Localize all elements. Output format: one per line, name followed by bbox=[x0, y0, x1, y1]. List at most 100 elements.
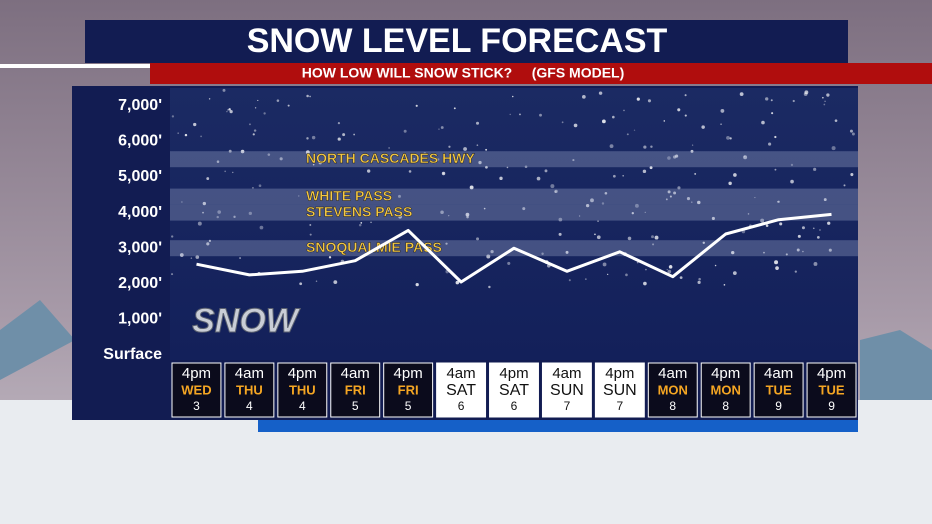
snowflake bbox=[179, 253, 184, 257]
snowflake bbox=[691, 201, 693, 203]
x-tick-date: 4 bbox=[246, 399, 253, 413]
snowflake bbox=[743, 155, 748, 160]
x-tick-day: TUE bbox=[819, 382, 845, 397]
snowflake bbox=[774, 168, 777, 171]
snowflake bbox=[309, 224, 312, 226]
snowflake bbox=[812, 227, 815, 230]
category-box bbox=[489, 362, 539, 418]
y-tick-label: Surface bbox=[103, 346, 162, 363]
snowflake bbox=[626, 133, 629, 136]
snowflake bbox=[469, 185, 474, 190]
snowflake bbox=[777, 200, 779, 203]
snowflake bbox=[677, 186, 681, 190]
snowflake bbox=[544, 169, 548, 173]
snowflake bbox=[465, 212, 470, 217]
snowflake bbox=[702, 241, 705, 244]
accent-line bbox=[0, 64, 150, 68]
snowflake bbox=[792, 99, 795, 103]
snowflake bbox=[790, 163, 794, 166]
snowflake bbox=[729, 137, 732, 140]
snowflake bbox=[195, 255, 200, 259]
snowflake bbox=[259, 225, 264, 230]
snowflake bbox=[448, 214, 450, 217]
snowflake bbox=[415, 104, 418, 107]
snowflake bbox=[684, 94, 687, 97]
snowflake bbox=[485, 148, 488, 151]
snowflake bbox=[177, 132, 179, 134]
snowflake bbox=[437, 158, 440, 161]
snowflake bbox=[476, 237, 480, 241]
x-tick-date: 5 bbox=[405, 399, 412, 413]
snowflake bbox=[598, 91, 603, 95]
snowflake bbox=[747, 213, 750, 215]
snowflake bbox=[485, 165, 488, 169]
snowflake bbox=[691, 144, 694, 146]
snowflake bbox=[216, 215, 219, 219]
snowflake bbox=[466, 215, 469, 219]
snowflake bbox=[287, 104, 290, 107]
snowflake bbox=[328, 256, 332, 259]
snowflake bbox=[475, 121, 480, 125]
snowflake bbox=[720, 109, 725, 113]
reference-label: STEVENS PASS bbox=[306, 203, 412, 219]
category-box bbox=[806, 362, 857, 418]
snowflake bbox=[539, 113, 542, 117]
snowflake bbox=[827, 221, 831, 225]
snowflake bbox=[366, 169, 371, 173]
reference-band bbox=[170, 204, 858, 221]
snowflake bbox=[171, 235, 174, 238]
watermark: SNOW bbox=[192, 302, 301, 340]
snowflake bbox=[228, 108, 231, 111]
snowflake bbox=[765, 97, 769, 101]
snowflake bbox=[622, 175, 624, 177]
snowflake bbox=[771, 112, 774, 115]
snowflake bbox=[279, 157, 283, 161]
snowfall bbox=[171, 88, 855, 289]
snowflake bbox=[360, 221, 363, 224]
x-tick-day: THU bbox=[236, 382, 263, 397]
category-box bbox=[383, 362, 434, 418]
snowflake bbox=[565, 250, 569, 254]
snowflake bbox=[761, 120, 765, 125]
snowflake bbox=[248, 211, 252, 215]
x-tick-day: SUN bbox=[603, 382, 637, 399]
snowflake bbox=[224, 170, 226, 173]
snowflake bbox=[803, 92, 808, 96]
snowflake bbox=[445, 242, 448, 245]
snowflake bbox=[760, 218, 765, 223]
snowflake bbox=[651, 235, 654, 239]
category-box bbox=[171, 362, 222, 418]
snowflake bbox=[763, 251, 765, 254]
snowflake bbox=[558, 217, 563, 222]
snowflake bbox=[258, 184, 262, 188]
snowflake bbox=[625, 273, 628, 277]
subtitle-banner bbox=[150, 63, 932, 84]
snowflake bbox=[645, 268, 647, 271]
snowflake bbox=[649, 166, 653, 170]
snowflake bbox=[408, 170, 412, 173]
snowflake bbox=[423, 151, 426, 155]
x-tick-label: 4am bbox=[552, 365, 581, 382]
snowflake bbox=[448, 145, 451, 148]
snowflake bbox=[337, 137, 341, 141]
snowflake bbox=[257, 99, 259, 102]
snowflake bbox=[499, 176, 503, 181]
snowflake bbox=[353, 133, 356, 136]
x-tick-date: 3 bbox=[193, 399, 200, 413]
snowflake bbox=[851, 132, 855, 136]
snowflake bbox=[440, 126, 444, 129]
snowflake bbox=[488, 285, 491, 289]
x-tick-label: 4am bbox=[341, 365, 370, 382]
snowflake bbox=[582, 94, 586, 99]
snowflake bbox=[601, 119, 606, 124]
snowflake bbox=[453, 107, 456, 110]
reference-label: SNOQUALMIE PASS bbox=[306, 239, 442, 255]
snowflake bbox=[650, 145, 653, 148]
snowflake bbox=[370, 221, 372, 224]
snowflake bbox=[312, 163, 315, 166]
snowflake bbox=[315, 280, 318, 283]
snowflake bbox=[206, 242, 210, 246]
snowflake bbox=[813, 167, 817, 171]
snowflake bbox=[711, 216, 715, 221]
category-box bbox=[277, 362, 328, 418]
